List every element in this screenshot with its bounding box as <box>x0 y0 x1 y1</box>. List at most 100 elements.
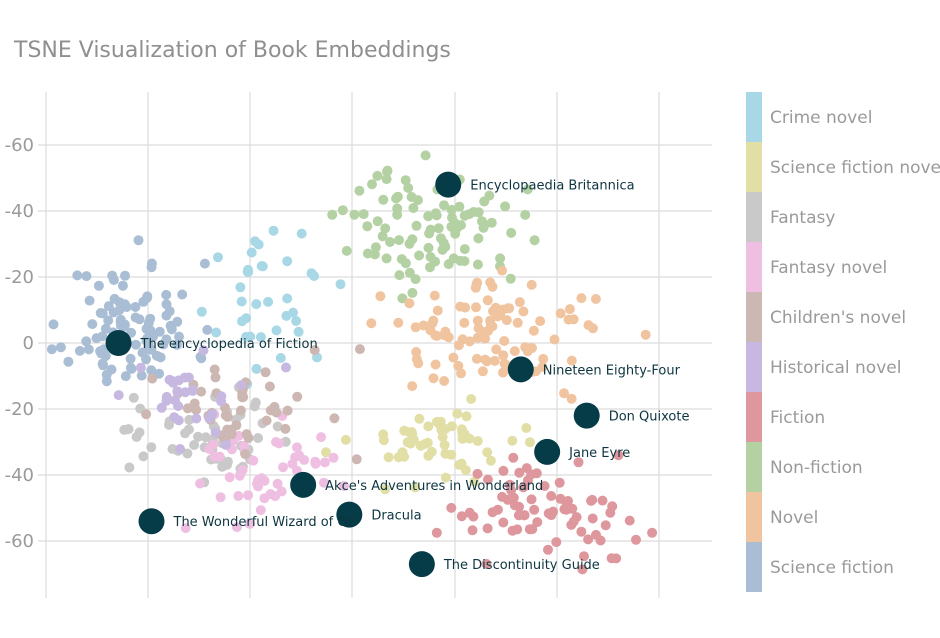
data-point <box>437 432 448 442</box>
data-point <box>226 429 237 440</box>
data-point <box>48 319 59 330</box>
data-point <box>125 353 136 364</box>
data-point <box>430 208 441 219</box>
data-point <box>125 362 136 373</box>
data-point <box>382 165 393 176</box>
data-point <box>397 293 408 304</box>
data-point <box>440 326 451 337</box>
data-point <box>507 435 518 446</box>
data-point <box>423 211 434 222</box>
data-point <box>566 393 577 404</box>
book-label: The Discontinuity Guide <box>443 558 600 573</box>
data-point <box>202 324 213 335</box>
data-point <box>84 295 95 306</box>
data-point <box>243 264 253 275</box>
data-point <box>410 322 421 333</box>
data-point <box>410 274 421 285</box>
data-point <box>210 427 221 438</box>
data-point <box>259 493 270 504</box>
data-point <box>400 258 411 269</box>
data-point <box>46 344 57 355</box>
legend-label: Science fiction novel <box>770 158 940 178</box>
data-point <box>260 367 271 378</box>
data-point <box>381 253 392 264</box>
data-point <box>485 455 496 466</box>
data-point <box>137 347 148 358</box>
data-point <box>146 365 157 376</box>
book-label: Akce's Adventures in Wonderland <box>325 479 543 494</box>
data-point <box>220 410 231 421</box>
data-point <box>108 275 119 285</box>
legend-label: Crime novel <box>770 108 872 128</box>
data-point <box>213 252 223 263</box>
data-point <box>164 419 174 430</box>
legend-swatch <box>746 242 762 292</box>
data-point <box>571 512 582 523</box>
data-point <box>275 353 286 363</box>
data-point <box>535 316 546 327</box>
data-point <box>495 310 505 320</box>
data-point <box>482 523 493 534</box>
data-point <box>429 290 440 301</box>
data-point <box>183 372 194 383</box>
data-point <box>375 291 386 302</box>
data-point <box>236 380 247 391</box>
data-point <box>337 205 348 216</box>
data-point <box>180 523 191 534</box>
data-point <box>492 504 503 515</box>
data-point <box>119 424 130 435</box>
data-point <box>423 450 434 461</box>
data-point <box>439 200 449 211</box>
data-point <box>526 494 537 505</box>
data-point <box>354 185 365 196</box>
data-point <box>288 307 299 318</box>
highlight-marker <box>507 356 534 383</box>
data-point <box>138 451 149 462</box>
data-point <box>113 390 124 401</box>
data-point <box>468 511 479 522</box>
data-point <box>83 344 94 355</box>
data-point <box>573 457 584 468</box>
data-point <box>456 368 466 379</box>
data-point <box>472 315 483 326</box>
data-point <box>400 175 411 186</box>
data-point <box>154 326 165 337</box>
data-point <box>491 344 502 355</box>
book-label: Nineteen Eighty-Four <box>543 363 681 378</box>
highlight-marker <box>435 171 462 198</box>
data-point <box>253 433 263 443</box>
data-point <box>97 331 108 342</box>
data-point <box>173 415 184 426</box>
data-point <box>538 353 549 364</box>
data-point <box>268 225 279 236</box>
data-point <box>216 391 227 402</box>
data-point <box>391 193 402 204</box>
data-point <box>236 296 247 307</box>
data-point <box>410 482 421 493</box>
data-point <box>172 339 182 350</box>
data-point <box>404 298 415 309</box>
data-point <box>117 280 128 291</box>
data-point <box>87 319 98 330</box>
data-point <box>370 242 381 253</box>
data-point <box>211 327 222 338</box>
data-point <box>512 317 523 328</box>
data-point <box>428 315 439 326</box>
data-point <box>454 201 465 212</box>
data-point <box>136 370 147 381</box>
data-point <box>487 281 498 292</box>
data-point <box>567 503 578 514</box>
data-point <box>246 247 257 258</box>
data-point <box>278 462 288 473</box>
data-point <box>292 391 303 402</box>
data-point <box>414 413 425 424</box>
y-tick-label: -20 <box>5 399 34 420</box>
data-point <box>505 273 516 284</box>
legend-swatch <box>746 542 762 592</box>
highlight-marker <box>138 508 165 535</box>
data-point <box>319 457 330 468</box>
data-point <box>551 537 562 548</box>
data-point <box>358 209 369 220</box>
data-point <box>196 386 207 397</box>
